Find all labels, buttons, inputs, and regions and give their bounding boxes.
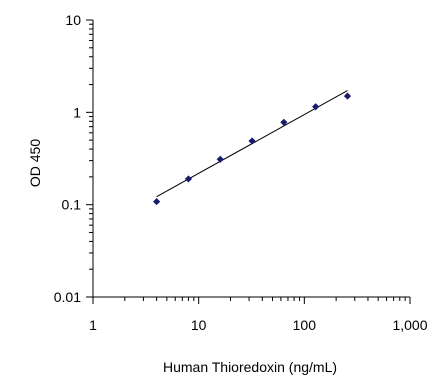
x-tick-label: 100 bbox=[293, 317, 317, 333]
y-tick-label: 0.1 bbox=[62, 197, 82, 213]
x-axis-label: Human Thioredoxin (ng/mL) bbox=[163, 359, 337, 375]
axes bbox=[86, 19, 411, 304]
data-point bbox=[153, 197, 161, 206]
x-tick-label: 1 bbox=[89, 317, 97, 333]
tick-labels: 0.01 0.1 1 10 1 10 100 1,000 bbox=[54, 12, 428, 333]
data-point bbox=[280, 118, 288, 126]
y-tick-label: 1 bbox=[73, 104, 81, 120]
y-axis-label: OD 450 bbox=[27, 139, 43, 187]
data-marks bbox=[153, 90, 352, 206]
data-point bbox=[312, 103, 320, 111]
data-point bbox=[343, 92, 352, 100]
data-point bbox=[216, 155, 224, 163]
data-point bbox=[248, 137, 256, 145]
x-tick-label: 1,000 bbox=[392, 317, 427, 333]
data-point bbox=[184, 175, 193, 183]
y-tick-label: 10 bbox=[65, 12, 81, 28]
y-tick-label: 0.01 bbox=[54, 289, 81, 305]
x-tick-label: 10 bbox=[191, 317, 207, 333]
